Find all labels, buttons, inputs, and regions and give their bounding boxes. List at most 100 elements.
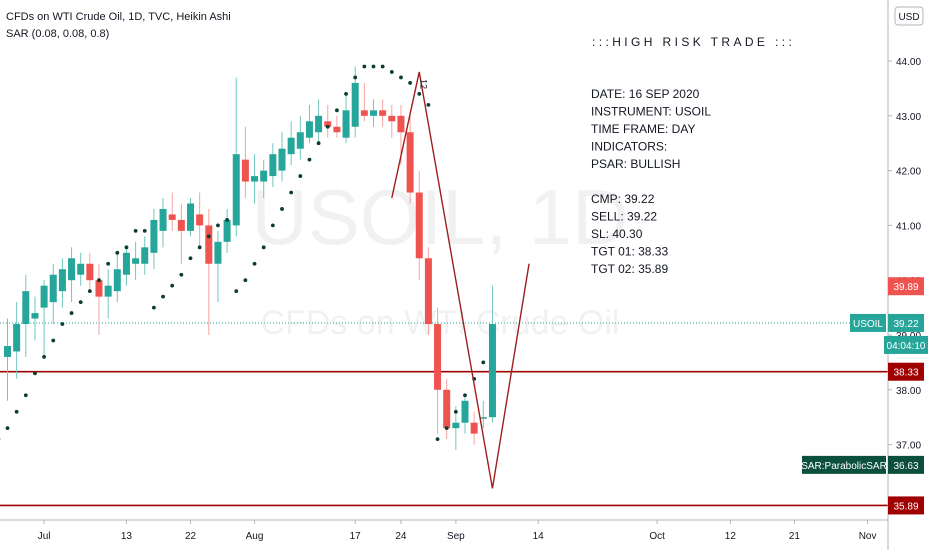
countdown-badge[interactable]: 04:04:10 <box>884 336 928 354</box>
candle[interactable] <box>361 83 368 121</box>
candle-body <box>13 324 20 351</box>
price-tick-label: 44.00 <box>896 57 921 68</box>
note-line: INSTRUMENT: USOIL <box>591 105 711 119</box>
candle[interactable] <box>196 193 203 248</box>
candle[interactable] <box>141 236 148 274</box>
candle[interactable] <box>379 99 386 126</box>
sar-dot <box>381 65 385 69</box>
candle[interactable] <box>13 302 20 379</box>
candle[interactable] <box>187 198 194 236</box>
candle[interactable] <box>77 253 84 286</box>
current-price-badge[interactable]: 39.22 <box>888 314 924 332</box>
note-line: SL: 40.30 <box>591 227 643 241</box>
currency-button[interactable]: USD <box>895 7 923 25</box>
candle[interactable] <box>31 297 38 341</box>
symbol-badge[interactable]: USOIL <box>850 314 886 332</box>
sar-name-badge-text: SAR:ParabolicSAR <box>801 461 887 472</box>
candle-body <box>452 423 459 428</box>
candle[interactable] <box>41 280 48 357</box>
candle-body <box>370 110 377 115</box>
candle[interactable] <box>443 379 450 439</box>
sar-dot <box>280 207 284 211</box>
candle[interactable] <box>86 253 93 291</box>
candle[interactable] <box>370 99 377 126</box>
candle-body <box>343 110 350 137</box>
candle-body <box>68 258 75 280</box>
sl-price-badge[interactable]: 39.89 <box>888 277 924 295</box>
candle[interactable] <box>178 203 185 263</box>
sar-dot <box>134 229 138 233</box>
time-tick-label: Oct <box>649 531 665 542</box>
candle-body <box>416 193 423 259</box>
candle[interactable] <box>462 395 469 433</box>
candle[interactable] <box>132 242 139 280</box>
candle[interactable] <box>114 253 121 302</box>
candle[interactable] <box>333 116 340 138</box>
candle-body <box>407 132 414 192</box>
sar-dot <box>207 234 211 238</box>
sar-name-badge[interactable]: SAR:ParabolicSAR <box>801 456 887 474</box>
sar-dot <box>97 278 101 282</box>
candle[interactable] <box>59 258 66 307</box>
candle-body <box>489 324 496 417</box>
candle[interactable] <box>324 105 331 138</box>
candle[interactable] <box>214 231 221 302</box>
candle[interactable] <box>242 127 249 198</box>
candle[interactable] <box>343 94 350 143</box>
candle-body <box>22 291 29 324</box>
candle[interactable] <box>315 99 322 143</box>
price-tick-label: 42.00 <box>896 167 921 178</box>
candle-body <box>242 160 249 182</box>
level-badge[interactable]: 38.33 <box>888 363 924 381</box>
sar-dot <box>436 437 440 441</box>
sar-dot <box>33 371 37 375</box>
sar-dot <box>408 81 412 85</box>
note-headline: :::HIGH RISK TRADE ::: <box>592 35 795 49</box>
candle[interactable] <box>306 105 313 143</box>
price-tick-label: 37.00 <box>896 441 921 452</box>
candle[interactable] <box>4 319 11 401</box>
candle[interactable] <box>123 247 130 285</box>
candle-body <box>205 225 212 263</box>
note-line: DATE: 16 SEP 2020 <box>591 87 700 101</box>
chart-header-title: CFDs on WTI Crude Oil, 1D, TVC, Heikin A… <box>6 11 231 23</box>
candle[interactable] <box>224 209 231 253</box>
candle-body <box>333 127 340 132</box>
candle[interactable] <box>233 77 240 236</box>
symbol-badge-text: USOIL <box>853 319 883 330</box>
candle[interactable] <box>150 209 157 269</box>
candle-body <box>178 220 185 231</box>
candle-body <box>260 171 267 182</box>
candle-body <box>288 138 295 154</box>
candle-body <box>114 269 121 291</box>
sar-dot <box>399 76 403 80</box>
sar-dot <box>390 70 394 74</box>
sar-dot <box>61 322 65 326</box>
candle[interactable] <box>169 193 176 231</box>
candle-body <box>434 324 441 390</box>
candle[interactable] <box>22 275 29 357</box>
sar-dot <box>271 224 275 228</box>
candle[interactable] <box>160 198 167 247</box>
candle[interactable] <box>297 116 304 160</box>
candle[interactable] <box>288 121 295 165</box>
candle[interactable] <box>388 105 395 138</box>
indicator-legend[interactable]: SAR (0.08, 0.08, 0.8) <box>6 28 109 40</box>
candle[interactable] <box>96 264 103 335</box>
candle[interactable] <box>434 308 441 434</box>
sar-price-badge[interactable]: 36.63 <box>888 456 924 474</box>
level-badge[interactable]: 35.89 <box>888 496 924 514</box>
candle[interactable] <box>205 209 212 335</box>
sar-dot <box>353 76 357 80</box>
candle[interactable] <box>471 412 478 445</box>
candle[interactable] <box>407 116 414 204</box>
sar-dot <box>6 426 10 430</box>
note-line: INDICATORS: <box>591 140 667 154</box>
candle[interactable] <box>425 247 432 335</box>
candle[interactable] <box>68 247 75 302</box>
currency-button-label[interactable]: USD <box>898 12 919 23</box>
candle[interactable] <box>105 269 112 318</box>
candle[interactable] <box>50 264 57 324</box>
